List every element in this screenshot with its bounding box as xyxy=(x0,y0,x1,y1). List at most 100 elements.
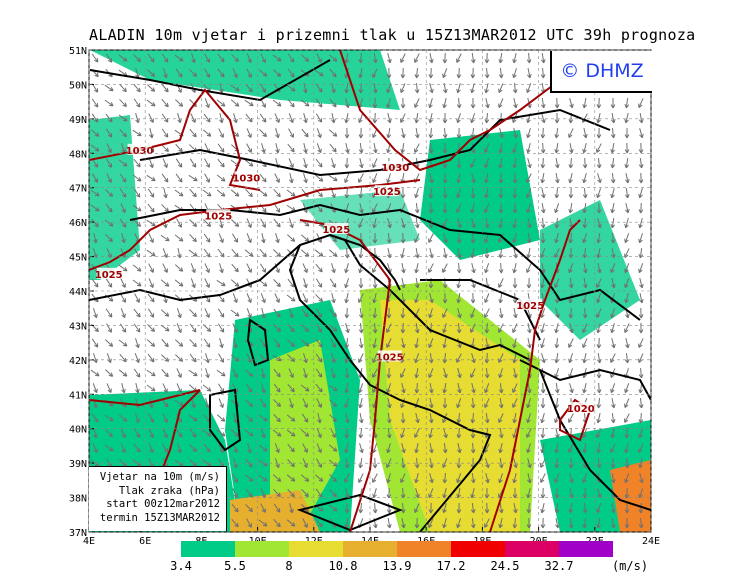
wind-arrow xyxy=(540,278,545,289)
wind-arrow xyxy=(611,502,616,514)
lat-tick-label: 37N xyxy=(69,528,87,539)
wind-arrow xyxy=(372,488,377,499)
wind-arrow xyxy=(554,112,560,124)
wind-arrow xyxy=(386,323,392,333)
wind-arrow xyxy=(596,413,601,424)
wind-arrow xyxy=(176,218,182,228)
wind-arrow xyxy=(148,428,154,438)
wind-arrow xyxy=(258,444,268,452)
wind-arrow xyxy=(258,279,268,287)
wind-arrow xyxy=(429,293,434,304)
wind-arrow xyxy=(484,67,490,79)
wind-arrow xyxy=(428,382,434,394)
wind-arrow xyxy=(216,429,226,437)
lon-tick-label: 4E xyxy=(83,536,95,547)
wind-arrow xyxy=(91,98,99,108)
wind-arrow xyxy=(512,172,518,184)
wind-arrow xyxy=(328,54,338,62)
wind-arrow xyxy=(610,443,616,453)
wind-arrow xyxy=(540,473,546,483)
wind-arrow xyxy=(498,157,503,169)
wind-arrow xyxy=(387,218,392,229)
wind-arrow xyxy=(344,337,350,349)
wind-arrow xyxy=(147,203,155,213)
wind-arrow xyxy=(400,412,406,424)
wind-arrow xyxy=(162,383,168,393)
wind-arrow xyxy=(204,263,210,273)
wind-arrow xyxy=(303,83,308,94)
wind-arrow xyxy=(175,158,183,168)
wind-arrow xyxy=(244,249,254,257)
wind-arrow xyxy=(177,248,182,259)
wind-arrow xyxy=(118,114,128,122)
wind-arrow xyxy=(328,174,338,182)
wind-arrow xyxy=(596,382,602,394)
wind-arrow xyxy=(134,353,140,364)
wind-arrow xyxy=(160,324,170,332)
wind-arrow xyxy=(456,292,462,304)
wind-arrow xyxy=(328,504,338,512)
wind-arrow xyxy=(540,157,546,169)
wind-arrow xyxy=(442,472,448,484)
wind-arrow xyxy=(498,98,504,108)
wind-arrow xyxy=(163,188,168,199)
wind-arrow xyxy=(300,234,310,242)
wind-arrow xyxy=(135,383,140,394)
wind-arrow xyxy=(301,128,309,138)
wind-arrow xyxy=(582,233,588,244)
wind-arrow xyxy=(190,278,196,289)
wind-arrow xyxy=(456,262,462,274)
wind-arrow xyxy=(358,173,364,183)
wind-arrow xyxy=(245,458,253,468)
wind-arrow xyxy=(582,323,588,333)
dhmz-logo: © DHMZ xyxy=(550,51,652,93)
wind-arrow xyxy=(596,143,602,153)
wind-arrow xyxy=(245,488,253,498)
wind-arrow xyxy=(484,173,489,184)
wind-arrow xyxy=(428,412,434,424)
wind-arrow xyxy=(498,382,504,394)
wind-arrow xyxy=(244,99,254,107)
wind-arrow xyxy=(175,354,184,362)
wind-arrow xyxy=(245,383,253,393)
wind-arrow xyxy=(344,382,350,394)
legend-wind: Vjetar na 10m (m/s) xyxy=(99,471,220,483)
wind-arrow xyxy=(638,397,644,409)
colorbar-label: 3.4 xyxy=(170,559,192,573)
wind-arrow xyxy=(358,337,364,349)
wind-arrow xyxy=(414,443,419,454)
wind-arrow xyxy=(596,503,602,514)
wind-arrow xyxy=(148,413,154,423)
wind-arrow xyxy=(540,248,546,259)
wind-arrow xyxy=(147,293,155,303)
wind-arrow xyxy=(316,323,322,333)
wind-arrow xyxy=(329,399,338,407)
wind-arrow xyxy=(386,367,392,379)
wind-arrow xyxy=(372,293,377,304)
wind-arrow xyxy=(272,354,282,362)
wind-arrow xyxy=(301,308,309,318)
isobar-label: 1030 xyxy=(232,173,260,184)
wind-arrow xyxy=(596,293,602,304)
wind-arrow xyxy=(624,113,629,124)
wind-arrow xyxy=(428,368,434,379)
wind-arrow xyxy=(314,474,324,482)
wind-arrow xyxy=(596,517,602,529)
wind-arrow xyxy=(344,157,350,169)
wind-arrow xyxy=(610,142,615,154)
wind-arrow xyxy=(133,219,142,227)
wind-arrow xyxy=(387,398,392,409)
wind-arrow xyxy=(512,202,518,214)
wind-arrow xyxy=(288,218,294,229)
wind-arrow xyxy=(526,413,532,424)
colorbar-label: 13.9 xyxy=(382,559,412,573)
wind-arrow xyxy=(470,203,475,214)
wind-arrow xyxy=(303,173,308,184)
wind-arrow xyxy=(230,429,240,437)
wind-arrow xyxy=(582,277,588,289)
wind-arrow xyxy=(174,399,184,407)
isobar-label: 1025 xyxy=(204,211,232,222)
wind-arrow xyxy=(244,369,254,377)
wind-arrow xyxy=(498,443,503,454)
